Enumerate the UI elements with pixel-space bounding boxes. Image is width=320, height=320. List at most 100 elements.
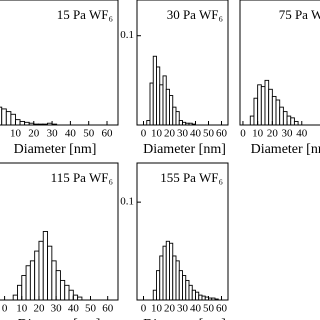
histogram-bar bbox=[165, 240, 170, 301]
histogram-bar bbox=[175, 260, 180, 301]
x-tick-label: 40 bbox=[190, 303, 202, 315]
histogram-bar bbox=[12, 294, 18, 301]
panel-title: 15 Pa WF₆ bbox=[57, 7, 113, 22]
histogram-bar bbox=[64, 284, 70, 301]
x-tick-label: 10 bbox=[16, 303, 28, 315]
x-tick-label: 10 bbox=[151, 303, 163, 315]
histogram-bar bbox=[149, 82, 154, 126]
panel-title: 75 Pa WF₆ bbox=[279, 7, 320, 22]
x-tick-label: 30 bbox=[177, 303, 189, 315]
x-tick-label: 30 bbox=[47, 128, 59, 140]
histogram-bar bbox=[172, 106, 177, 126]
x-tick-label: 40 bbox=[296, 128, 308, 140]
x-axis-label: Diameter [nm] bbox=[18, 317, 101, 320]
histogram-bar bbox=[293, 120, 299, 126]
histogram-bar bbox=[162, 75, 167, 126]
histogram-bar bbox=[282, 111, 288, 126]
histogram-bar bbox=[268, 88, 273, 126]
histogram-bar bbox=[72, 294, 79, 301]
histogram-bar bbox=[279, 106, 284, 126]
histogram-bar bbox=[59, 279, 66, 301]
histogram-bar bbox=[290, 117, 295, 126]
x-tick-label: 0 bbox=[240, 128, 246, 140]
histogram-bar bbox=[185, 279, 190, 301]
histogram-bar bbox=[165, 88, 170, 126]
histogram-bar bbox=[257, 84, 262, 126]
histogram-bar bbox=[42, 231, 48, 301]
x-axis-label: Diameter [nm] bbox=[251, 142, 320, 157]
x-tick-label: 40 bbox=[65, 128, 77, 140]
histogram-bar bbox=[17, 284, 23, 301]
histogram-bar bbox=[253, 97, 259, 126]
histogram-bar bbox=[1, 108, 7, 126]
x-axis-label: Diameter [nm] bbox=[14, 142, 97, 157]
x-tick-label: 0 bbox=[141, 303, 147, 315]
histogram-bar bbox=[188, 284, 193, 301]
panel: 10 20 30 40 50 60 Diameter [nm] 15 Pa WF₆ bbox=[0, 0, 119, 157]
x-tick-label: 10 bbox=[252, 128, 264, 140]
histogram-bar bbox=[34, 250, 40, 301]
x-tick-label: 50 bbox=[85, 303, 97, 315]
x-axis-label: Diameter [nm] bbox=[143, 142, 226, 157]
x-tick-label: 40 bbox=[190, 128, 202, 140]
histogram-bar bbox=[264, 79, 270, 126]
histogram-bar bbox=[55, 270, 61, 301]
x-tick-label: 0 bbox=[141, 128, 147, 140]
histogram-bar bbox=[271, 95, 277, 126]
x-tick-label: 30 bbox=[177, 128, 189, 140]
x-tick-label: 10 bbox=[10, 128, 22, 140]
histogram-bar bbox=[169, 242, 174, 301]
histogram-bar bbox=[29, 260, 36, 301]
histogram-bar bbox=[146, 120, 151, 126]
y-tick-label: 0.1 bbox=[120, 29, 134, 41]
histogram-bar bbox=[275, 99, 281, 126]
panel-title: 115 Pa WF₆ bbox=[51, 170, 113, 185]
x-tick-label: 50 bbox=[83, 128, 95, 140]
x-tick-label: 20 bbox=[267, 128, 279, 140]
histogram-bar bbox=[159, 255, 164, 301]
x-tick-label: 40 bbox=[68, 303, 80, 315]
x-tick-label: 20 bbox=[164, 128, 176, 140]
histogram-bar bbox=[175, 111, 180, 126]
histogram-bar bbox=[21, 275, 27, 301]
histogram-bar bbox=[286, 115, 292, 126]
x-tick-label: 50 bbox=[203, 128, 215, 140]
x-tick-label: 60 bbox=[102, 128, 114, 140]
x-tick-label: 20 bbox=[33, 303, 45, 315]
histogram-bar bbox=[156, 270, 161, 301]
histogram-bar bbox=[38, 240, 44, 301]
x-tick-label: 60 bbox=[102, 303, 114, 315]
x-tick-label: 60 bbox=[216, 303, 228, 315]
plot-frame bbox=[0, 0, 119, 126]
histogram-bar bbox=[47, 245, 53, 301]
x-tick-label: 60 bbox=[216, 128, 228, 140]
histogram-bar bbox=[178, 270, 183, 301]
x-tick-label: 10 bbox=[151, 128, 163, 140]
histogram-bar bbox=[249, 115, 255, 126]
histogram-bar bbox=[159, 84, 164, 126]
histogram-bar bbox=[25, 265, 31, 301]
x-tick-label: 30 bbox=[282, 128, 294, 140]
x-tick-label: 20 bbox=[164, 303, 176, 315]
histogram-bar bbox=[51, 260, 57, 301]
histogram-bar bbox=[5, 111, 12, 126]
panel-title: 155 Pa WF₆ bbox=[160, 170, 223, 185]
histogram-bar bbox=[19, 120, 26, 126]
x-tick-label: 20 bbox=[28, 128, 40, 140]
plot-frame bbox=[0, 162, 119, 301]
panel-title: 30 Pa WF₆ bbox=[167, 7, 223, 22]
panel: 0 10 20 30 40 50 60 0.1 Diameter [nm] 30 Pa WF₆ bbox=[120, 0, 229, 157]
histogram-bar bbox=[152, 55, 157, 126]
histogram-bar bbox=[172, 255, 177, 301]
plot-frame bbox=[239, 0, 320, 126]
histogram-bar bbox=[201, 295, 206, 301]
histogram-bar bbox=[260, 86, 266, 126]
histogram-bar bbox=[162, 245, 167, 301]
y-tick-label: 0.1 bbox=[120, 196, 134, 208]
x-axis-label: Diameter [nm] bbox=[143, 317, 226, 320]
histogram-bar bbox=[10, 113, 16, 126]
